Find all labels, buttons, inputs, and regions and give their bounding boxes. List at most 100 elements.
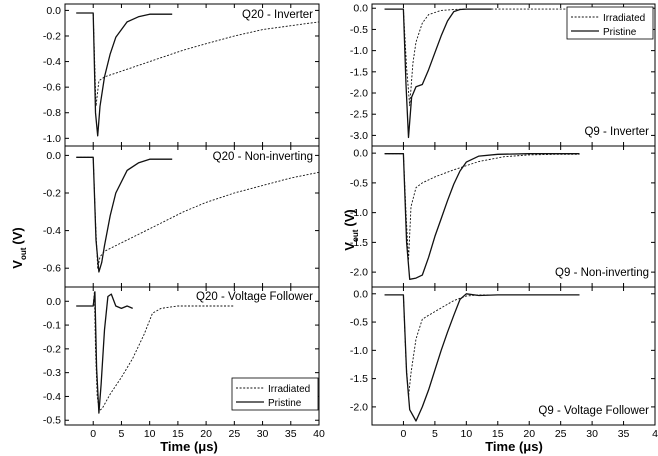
y-tick-label: -0.5 <box>350 24 368 36</box>
y-tick-label: -1.0 <box>350 45 368 57</box>
y-label-sub: out <box>351 229 360 242</box>
panel-title: Q9 - Non-inverting <box>555 267 649 279</box>
series-pristine-line <box>384 293 580 422</box>
legend-box <box>566 6 654 40</box>
plot-frame <box>64 286 320 426</box>
y-tick-label: 0.0 <box>353 288 368 300</box>
series-irradiated-line <box>384 294 580 398</box>
series-pristine-line <box>76 156 173 273</box>
y-tick-label: -0.2 <box>43 30 61 42</box>
y-tick-label: 0.0 <box>46 150 61 162</box>
y-tick-label: -0.4 <box>43 391 61 403</box>
y-tick-label: -2.5 <box>350 109 368 121</box>
y-label-sub: out <box>19 247 28 260</box>
plot-frame <box>64 3 320 147</box>
panel-title: Q9 - Voltage Follower <box>538 405 649 417</box>
panel-title: Q20 - Non-inverting <box>213 151 313 163</box>
y-tick-label: -0.5 <box>350 177 368 189</box>
panel-1: 0.0 -0.2 -0.4 -0.6 -0.8 -1.0 Q20 - Inverter <box>43 3 320 147</box>
x-axis-label-right: Time (μs) <box>485 439 543 454</box>
plot-frame <box>371 286 656 426</box>
x-tick-label: 0 <box>401 428 407 440</box>
series-pristine-line <box>384 153 580 280</box>
y-tick-label: -0.5 <box>350 317 368 329</box>
x-tick-label: 30 <box>257 428 269 440</box>
x-axis-label-left: Time (μs) <box>160 439 218 454</box>
x-tick-label: 20 <box>200 428 212 440</box>
legend-irradiated-label: Irradiated <box>603 13 645 24</box>
y-tick-label: -2.0 <box>350 88 368 100</box>
legend-box <box>231 377 319 411</box>
y-tick-label: 0.0 <box>353 148 368 160</box>
y-label-main: V <box>342 242 357 251</box>
y-tick-label: -0.8 <box>43 107 61 119</box>
panel-title: Q20 - Inverter <box>242 9 313 21</box>
y-tick-label: -1.5 <box>350 66 368 78</box>
series-pristine-line <box>384 8 492 139</box>
x-tick-label: 35 <box>285 428 297 440</box>
y-tick-label: -1.0 <box>43 133 61 145</box>
x-tick-label: 10 <box>144 428 156 440</box>
panel-title: Q9 - Inverter <box>584 126 649 138</box>
legend-left: Irradiated Pristine <box>231 377 319 411</box>
y-tick-label: -0.5 <box>43 415 61 427</box>
y-tick-label: -0.4 <box>43 56 61 68</box>
x-tick-label: 35 <box>618 428 630 440</box>
series-irradiated-line <box>76 291 235 412</box>
y-tick-label: -0.2 <box>43 188 61 200</box>
x-tick-label: 0 <box>90 428 96 440</box>
panel-3: 0.0 -0.1 -0.2 -0.3 -0.4 -0.5 0 5 10 15 20 25 30 35 40 Q… <box>43 286 325 440</box>
y-tick-label: -1.5 <box>350 237 368 249</box>
y-tick-label: -2.0 <box>350 267 368 279</box>
y-tick-label: -0.1 <box>43 320 61 332</box>
panel-4: 0.0 -0.5 -1.0 -1.5 -2.0 -2.5 -3.0 Q9 - Inverter <box>350 3 656 147</box>
x-tick-label: 40 <box>313 428 325 440</box>
series-pristine-line <box>76 291 133 414</box>
legend-pristine-label: Pristine <box>603 27 637 38</box>
y-tick-label: -1.0 <box>350 345 368 357</box>
y-tick-label: -1.5 <box>350 373 368 385</box>
y-tick-label: -0.4 <box>43 225 61 237</box>
y-tick-label: -1.0 <box>350 207 368 219</box>
y-tick-label: 0.0 <box>46 296 61 308</box>
legend-pristine-label: Pristine <box>268 398 302 409</box>
x-tick-label: 4 <box>652 428 658 440</box>
y-tick-label: -3.0 <box>350 130 368 142</box>
x-tick-label: 20 <box>523 428 535 440</box>
x-tick-label: 15 <box>172 428 184 440</box>
x-tick-label: 25 <box>228 428 240 440</box>
legend-right: Irradiated Pristine <box>566 6 654 40</box>
y-tick-label: -2.0 <box>350 401 368 413</box>
y-tick-label: -0.6 <box>43 82 61 94</box>
x-tick-label: 25 <box>555 428 567 440</box>
y-tick-label: -0.3 <box>43 367 61 379</box>
x-tick-label: 30 <box>586 428 598 440</box>
panel-2: 0.0 -0.2 -0.4 -0.6 Q20 - Non-inverting <box>43 145 320 288</box>
y-tick-label: 0.0 <box>353 3 368 15</box>
plot-frame <box>371 145 656 288</box>
plot-frame <box>64 145 320 288</box>
y-tick-label: 0.0 <box>46 5 61 17</box>
y-axis-label-right: Vout (V) <box>342 209 360 250</box>
panel-6: 0.0 -0.5 -1.0 -1.5 -2.0 0 5 10 15 20 25 30 35 4Q9 - V… <box>350 286 658 440</box>
x-tick-label: 15 <box>492 428 504 440</box>
panel-5: 0.0 -0.5 -1.0 -1.5 -2.0 Q9 - Non-inverting <box>350 145 656 288</box>
series-irradiated-line <box>76 156 320 269</box>
series-irradiated-line <box>384 153 580 261</box>
series-pristine-line <box>76 12 173 137</box>
y-label-unit: (V) <box>10 227 25 244</box>
x-tick-label: 10 <box>460 428 472 440</box>
x-tick-label: 5 <box>432 428 438 440</box>
y-axis-label-left: Vout (V) <box>10 227 28 268</box>
y-tick-label: -0.6 <box>43 263 61 275</box>
y-tick-label: -0.2 <box>43 343 61 355</box>
series-irradiated-line <box>384 8 593 107</box>
y-label-unit: (V) <box>342 209 357 226</box>
series-irradiated-line <box>76 12 320 107</box>
x-tick-label: 5 <box>119 428 125 440</box>
legend-irradiated-label: Irradiated <box>268 384 310 395</box>
panel-title: Q20 - Voltage Follower <box>196 291 313 303</box>
y-label-main: V <box>10 260 25 269</box>
